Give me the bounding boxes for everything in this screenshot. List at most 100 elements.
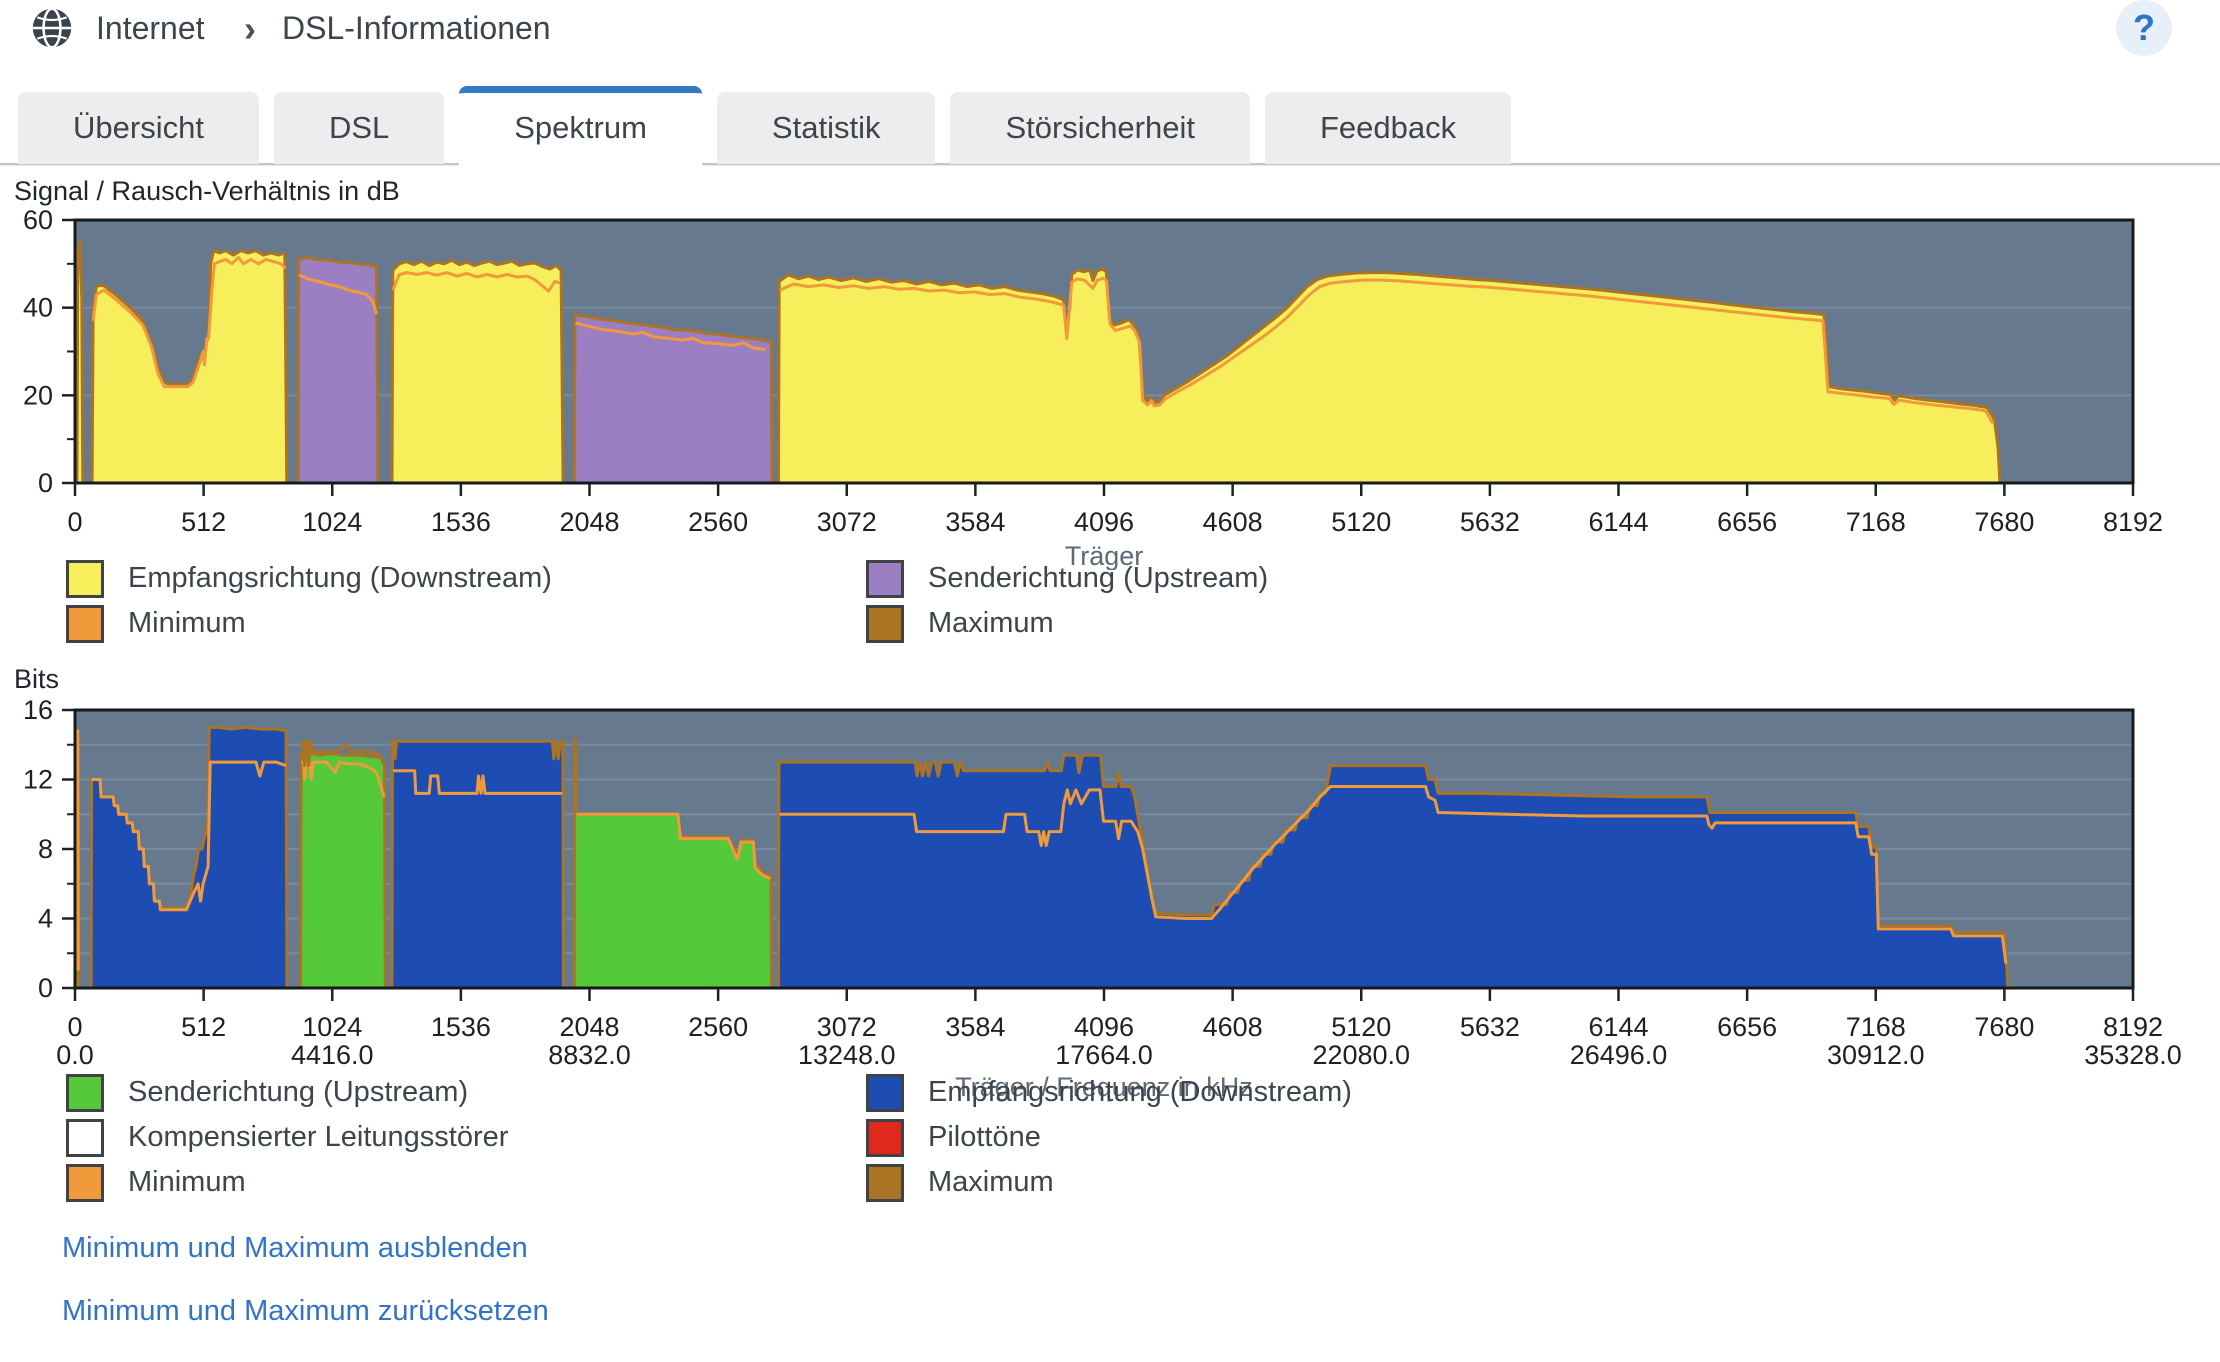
legend-label: Maximum bbox=[928, 607, 1054, 639]
legend-item: Empfangsrichtung (Downstream) bbox=[66, 556, 866, 601]
svg-text:2560: 2560 bbox=[688, 507, 748, 537]
legend-item: Empfangsrichtung (Downstream) bbox=[866, 1070, 1352, 1115]
svg-text:1024: 1024 bbox=[302, 507, 362, 537]
legend-item: Senderichtung (Upstream) bbox=[66, 1070, 866, 1115]
svg-text:13248.0: 13248.0 bbox=[798, 1040, 896, 1070]
svg-text:2560: 2560 bbox=[688, 1012, 748, 1042]
svg-text:3584: 3584 bbox=[945, 507, 1005, 537]
tab-dsl[interactable]: DSL bbox=[273, 92, 445, 164]
svg-text:6656: 6656 bbox=[1717, 507, 1777, 537]
snr-spectrum-chart: 0 512 1024 1536 2048 2560 3072 3584 4096 4608 5120… bbox=[23, 205, 2163, 570]
svg-text:1536: 1536 bbox=[431, 1012, 491, 1042]
svg-text:3584: 3584 bbox=[945, 1012, 1005, 1042]
snr-chart-legend: Empfangsrichtung (Downstream) Senderichtu… bbox=[66, 556, 1268, 646]
svg-text:26496.0: 26496.0 bbox=[1570, 1040, 1668, 1070]
svg-text:12: 12 bbox=[23, 765, 53, 795]
brown-swatch bbox=[866, 1163, 904, 1202]
svg-text:22080.0: 22080.0 bbox=[1312, 1040, 1410, 1070]
svg-text:4416.0: 4416.0 bbox=[291, 1040, 374, 1070]
svg-text:40: 40 bbox=[23, 293, 53, 323]
tab-bar-divider bbox=[0, 163, 2220, 166]
svg-text:7680: 7680 bbox=[1974, 1012, 2034, 1042]
legend-label: Senderichtung (Upstream) bbox=[928, 562, 1269, 594]
legend-item: Minimum bbox=[66, 601, 866, 646]
svg-text:5632: 5632 bbox=[1460, 1012, 1520, 1042]
bits-chart-title: Bits bbox=[14, 664, 60, 694]
svg-text:30912.0: 30912.0 bbox=[1827, 1040, 1925, 1070]
svg-text:8: 8 bbox=[38, 834, 53, 864]
svg-text:4096: 4096 bbox=[1074, 507, 1134, 537]
purple-swatch bbox=[866, 559, 904, 598]
orange-swatch bbox=[66, 604, 104, 643]
svg-text:2048: 2048 bbox=[559, 1012, 619, 1042]
svg-text:Träger / Frequenz in kHz: Träger / Frequenz in kHz bbox=[955, 1072, 1253, 1102]
svg-text:7168: 7168 bbox=[1846, 507, 1906, 537]
legend-item: Pilottöne bbox=[866, 1115, 1352, 1160]
chevron-right-icon: › bbox=[244, 8, 256, 49]
svg-text:6656: 6656 bbox=[1717, 1012, 1777, 1042]
svg-text:0: 0 bbox=[67, 507, 82, 537]
legend-label: Senderichtung (Upstream) bbox=[128, 1076, 469, 1108]
svg-text:8192: 8192 bbox=[2103, 1012, 2163, 1042]
svg-text:2048: 2048 bbox=[559, 507, 619, 537]
legend-item: Minimum bbox=[66, 1160, 866, 1205]
internet-globe-icon bbox=[32, 7, 72, 49]
tab--bersicht[interactable]: Übersicht bbox=[18, 92, 259, 164]
svg-text:6144: 6144 bbox=[1588, 507, 1648, 537]
red-swatch bbox=[866, 1118, 904, 1157]
bits-spectrum-chart: 0 512 1024 1536 2048 2560 3072 3584 4096 4608 5120… bbox=[23, 695, 2182, 1102]
svg-text:7680: 7680 bbox=[1974, 507, 2034, 537]
tab-feedback[interactable]: Feedback bbox=[1264, 92, 1512, 164]
svg-text:20: 20 bbox=[23, 380, 53, 410]
legend-label: Minimum bbox=[128, 1166, 246, 1198]
legend-label: Maximum bbox=[928, 1166, 1054, 1198]
legend-item: Maximum bbox=[866, 601, 1268, 646]
svg-text:1536: 1536 bbox=[431, 507, 491, 537]
svg-text:17664.0: 17664.0 bbox=[1055, 1040, 1153, 1070]
tab-st-rsicherheit[interactable]: Störsicherheit bbox=[950, 92, 1250, 164]
svg-text:60: 60 bbox=[23, 205, 53, 235]
breadcrumb-section[interactable]: Internet bbox=[96, 10, 205, 46]
svg-text:4096: 4096 bbox=[1074, 1012, 1134, 1042]
orange-swatch bbox=[66, 1163, 104, 1202]
legend-label: Empfangsrichtung (Downstream) bbox=[128, 562, 552, 594]
tab-bar: Übersicht DSL Spektrum Statistik Störsicherh… bbox=[18, 86, 1512, 167]
tab-spektrum[interactable]: Spektrum bbox=[459, 86, 702, 167]
page-title: DSL-Informationen bbox=[282, 10, 551, 46]
svg-text:1024: 1024 bbox=[302, 1012, 362, 1042]
svg-text:3072: 3072 bbox=[817, 507, 877, 537]
legend-label: Pilottöne bbox=[928, 1121, 1041, 1153]
svg-text:7168: 7168 bbox=[1846, 1012, 1906, 1042]
legend-item: Kompensierter Leitungsstörer bbox=[66, 1115, 866, 1160]
blue-swatch bbox=[866, 1073, 904, 1112]
legend-label: Kompensierter Leitungsstörer bbox=[128, 1121, 509, 1153]
svg-text:4: 4 bbox=[38, 904, 53, 934]
svg-text:0: 0 bbox=[38, 468, 53, 498]
legend-label: Minimum bbox=[128, 607, 246, 639]
yellow-swatch bbox=[66, 559, 104, 598]
help-button[interactable]: ? bbox=[2116, 0, 2172, 56]
legend-item: Maximum bbox=[866, 1160, 1352, 1205]
svg-text:8192: 8192 bbox=[2103, 507, 2163, 537]
snr-chart-title: Signal / Rausch-Verhältnis in dB bbox=[14, 176, 400, 206]
svg-text:0: 0 bbox=[38, 973, 53, 1003]
svg-text:4608: 4608 bbox=[1203, 1012, 1263, 1042]
svg-text:35328.0: 35328.0 bbox=[2084, 1040, 2182, 1070]
svg-text:16: 16 bbox=[23, 695, 53, 725]
brown-swatch bbox=[866, 604, 904, 643]
svg-text:0: 0 bbox=[67, 1012, 82, 1042]
svg-text:5120: 5120 bbox=[1331, 507, 1391, 537]
svg-text:0.0: 0.0 bbox=[56, 1040, 94, 1070]
green-swatch bbox=[66, 1073, 104, 1112]
svg-text:3072: 3072 bbox=[817, 1012, 877, 1042]
hide-min-max-link[interactable]: Minimum und Maximum ausblenden bbox=[62, 1232, 528, 1264]
svg-text:4608: 4608 bbox=[1203, 507, 1263, 537]
reset-min-max-link[interactable]: Minimum und Maximum zurücksetzen bbox=[62, 1295, 549, 1327]
svg-text:5120: 5120 bbox=[1331, 1012, 1391, 1042]
svg-text:Träger: Träger bbox=[1065, 541, 1144, 570]
bits-chart-legend: Senderichtung (Upstream) Empfangsrichtung… bbox=[66, 1070, 1352, 1205]
svg-text:6144: 6144 bbox=[1588, 1012, 1648, 1042]
tab-statistik[interactable]: Statistik bbox=[716, 92, 936, 164]
white-swatch bbox=[66, 1118, 104, 1157]
legend-item: Senderichtung (Upstream) bbox=[866, 556, 1268, 601]
